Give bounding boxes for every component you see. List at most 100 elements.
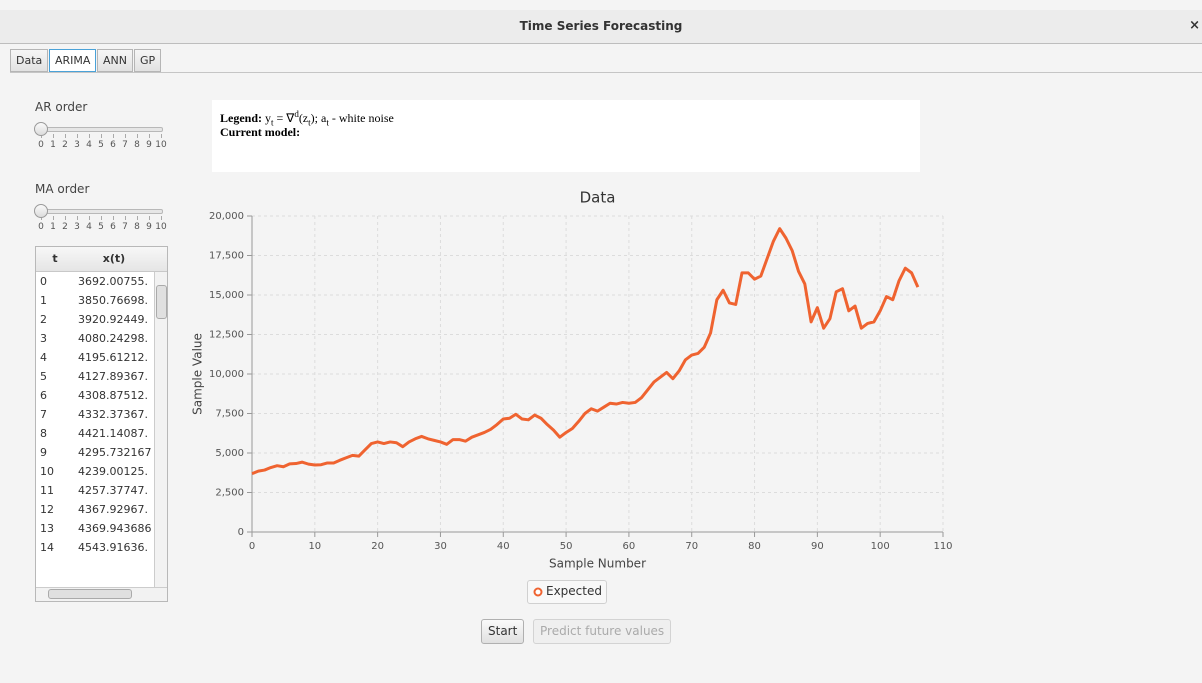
table-cell[interactable]: 5 — [40, 370, 47, 383]
table-cell[interactable]: 4543.91636. — [78, 541, 148, 554]
y-axis-label: Sample Value — [191, 333, 205, 415]
table-cell[interactable]: 10 — [40, 465, 54, 478]
slider-tick-label: 7 — [122, 140, 128, 150]
y-tick-label: 2,500 — [215, 488, 244, 499]
formula-part: ); a — [310, 111, 327, 125]
formula-part: t — [308, 117, 311, 128]
slider-tick — [41, 216, 42, 220]
x-tick-label: 100 — [871, 541, 890, 552]
slider-label: MA order — [35, 182, 90, 196]
formula: yt = ∇d(zt); at - white noise — [265, 109, 394, 128]
table-cell[interactable]: 14 — [40, 541, 54, 554]
table-cell[interactable]: 4421.14087. — [78, 427, 148, 440]
x-tick-label: 40 — [497, 541, 510, 552]
table-cell[interactable]: 4369.943686 — [78, 522, 152, 535]
table-cell[interactable]: 4367.92967. — [78, 503, 148, 516]
table-cell[interactable]: 4 — [40, 351, 47, 364]
window-title: Time Series Forecasting — [519, 19, 683, 33]
table-cell[interactable]: 4127.89367. — [78, 370, 148, 383]
x-tick-label: 10 — [308, 541, 321, 552]
table-cell[interactable]: 3850.76698. — [78, 294, 148, 307]
formula-line: Legend: yt = ∇d(zt); at - white noise — [220, 109, 394, 127]
table-cell[interactable]: 4195.61212. — [78, 351, 148, 364]
table-cell[interactable]: 3692.00755. — [78, 275, 148, 288]
slider-tick — [149, 216, 150, 220]
table-cell[interactable]: 4239.00125. — [78, 465, 148, 478]
column-header: t — [36, 247, 75, 272]
table-cell[interactable]: 0 — [40, 275, 47, 288]
slider-tick — [53, 134, 54, 138]
slider-tick — [125, 216, 126, 220]
slider-tick-label: 5 — [98, 222, 104, 232]
table-cell[interactable]: 4308.87512. — [78, 389, 148, 402]
table-cell[interactable]: 11 — [40, 484, 54, 497]
tab[interactable]: GP — [134, 49, 162, 72]
slider-tick — [113, 216, 114, 220]
table-cell[interactable]: 6 — [40, 389, 47, 402]
table-cell[interactable]: 9 — [40, 446, 47, 459]
legend-label: Legend: — [220, 111, 262, 125]
table-cell[interactable]: 1 — [40, 294, 47, 307]
start-button[interactable]: Start — [481, 619, 525, 644]
x-tick-label: 20 — [371, 541, 384, 552]
legend-swatch — [533, 587, 543, 597]
table-cell[interactable]: 7 — [40, 408, 47, 421]
formula-part: t — [271, 117, 274, 128]
slider-tick-label: 10 — [155, 140, 167, 150]
y-tick-label: 10,000 — [209, 369, 244, 380]
table-cell[interactable]: 4295.732167 — [78, 446, 152, 459]
slider-tick-label: 0 — [38, 222, 44, 232]
tab[interactable]: ANN — [97, 49, 133, 72]
v-scroll-thumb[interactable] — [156, 285, 167, 319]
slider-tick — [125, 134, 126, 138]
slider-tick-label: 6 — [110, 140, 116, 150]
slider-tick-label: 8 — [134, 222, 140, 232]
table-cell[interactable]: 2 — [40, 313, 47, 326]
table-cell[interactable]: 13 — [40, 522, 54, 535]
slider-tick-label: 7 — [122, 222, 128, 232]
table-cell[interactable]: 3 — [40, 332, 47, 345]
slider-tick — [77, 216, 78, 220]
legend-marker — [533, 587, 543, 597]
slider-tick-label: 9 — [146, 140, 152, 150]
chart-legend[interactable]: Expected — [527, 580, 607, 604]
predict-button[interactable]: Predict future values — [533, 619, 672, 644]
y-tick-label: 20,000 — [209, 211, 244, 222]
table-cell[interactable]: 4080.24298. — [78, 332, 148, 345]
h-scroll-thumb[interactable] — [48, 589, 132, 599]
slider-track — [36, 209, 163, 214]
slider-tick — [149, 134, 150, 138]
slider-knob[interactable] — [34, 122, 48, 136]
slider-knob[interactable] — [34, 204, 48, 218]
y-tick-label: 15,000 — [209, 290, 244, 301]
slider-tick-label: 4 — [86, 222, 92, 232]
formula-part: (z — [298, 111, 309, 125]
slider-tick-label: 3 — [74, 140, 80, 150]
slider-tick-label: 1 — [50, 222, 56, 232]
y-tick-label: 5,000 — [215, 448, 244, 459]
chart-title: Data — [580, 189, 616, 207]
table-cell[interactable]: 3920.92449. — [78, 313, 148, 326]
tab[interactable]: Data — [10, 49, 49, 72]
header-corner — [154, 247, 167, 272]
slider-tick — [137, 134, 138, 138]
table-cell[interactable]: 12 — [40, 503, 54, 516]
close-button[interactable]: × — [1189, 18, 1200, 33]
slider-tick — [101, 216, 102, 220]
x-tick-label: 80 — [748, 541, 761, 552]
slider-tick-label: 2 — [62, 222, 68, 232]
slider-tick-label: 10 — [155, 222, 167, 232]
slider-tick-label: 4 — [86, 140, 92, 150]
table-cell[interactable]: 4257.37747. — [78, 484, 148, 497]
x-tick-label: 0 — [249, 541, 255, 552]
y-tick-label: 12,500 — [209, 330, 244, 341]
tab[interactable]: ARIMA — [49, 49, 97, 72]
x-tick-label: 50 — [560, 541, 573, 552]
slider-tick-label: 9 — [146, 222, 152, 232]
table-cell[interactable]: 8 — [40, 427, 47, 440]
current-model-label: Current model: — [220, 125, 301, 139]
slider-tick-label: 3 — [74, 222, 80, 232]
table-cell[interactable]: 4332.37367. — [78, 408, 148, 421]
y-tick-label: 0 — [238, 527, 244, 538]
